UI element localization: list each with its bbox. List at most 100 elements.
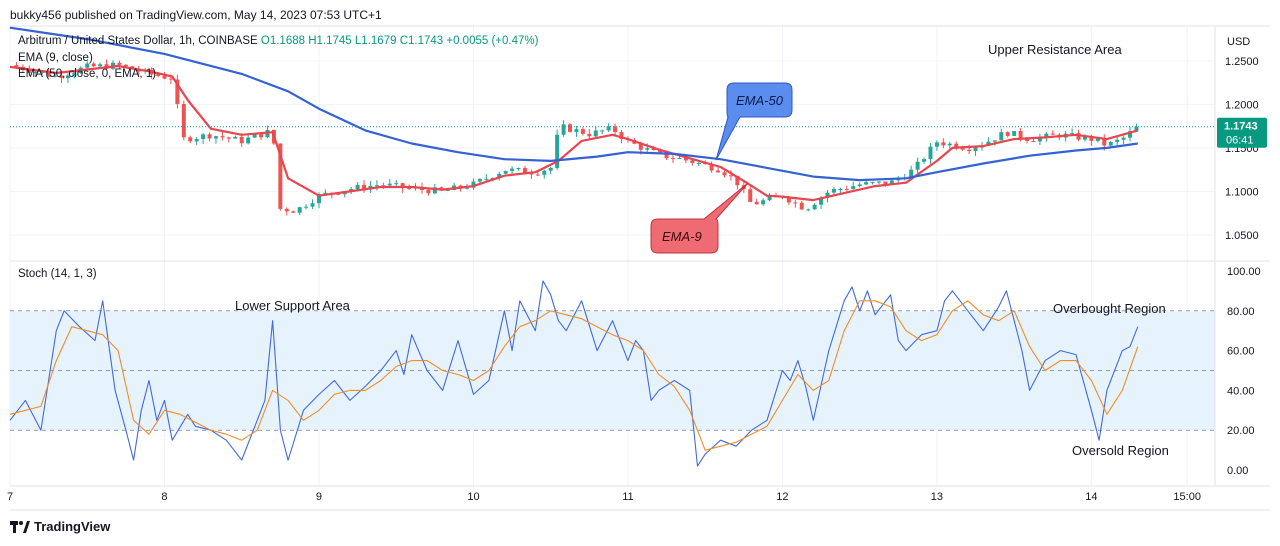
candle-body	[909, 169, 914, 179]
candle-body	[722, 172, 727, 176]
candle-body	[819, 197, 824, 205]
candle-body	[246, 137, 251, 144]
tradingview-brand: TradingView	[34, 519, 111, 534]
price-tick-label: 1.2000	[1225, 99, 1259, 111]
candle-body	[934, 142, 939, 147]
candle-body	[213, 136, 218, 139]
candle-body	[33, 72, 38, 74]
candle-body	[1082, 136, 1087, 140]
candle-body	[728, 175, 733, 177]
candle-body	[407, 187, 412, 189]
candle-body	[1037, 137, 1042, 142]
price-tick-label: 1.2500	[1225, 56, 1259, 68]
time-tick-label: 12	[776, 491, 788, 503]
ohlc-close: C1.1743	[399, 35, 444, 47]
candle-body	[709, 164, 714, 171]
overbought-label: Overbought Region	[1053, 301, 1166, 316]
candle-body	[14, 65, 19, 67]
candle-body	[65, 75, 70, 79]
candle-body	[522, 168, 527, 174]
candle-body	[825, 192, 830, 198]
candle-body	[355, 184, 360, 189]
ema9-callout: EMA-9	[650, 182, 749, 254]
candle-body	[220, 136, 225, 138]
time-tick-label: 10	[467, 491, 479, 503]
candle-body	[259, 134, 264, 138]
candle-body	[1089, 136, 1094, 141]
candle-body	[806, 209, 811, 211]
candle-body	[876, 181, 881, 183]
publish-header: bukky456 published on TradingView.com, M…	[10, 8, 382, 22]
candle-body	[484, 178, 489, 180]
candle-body	[1102, 138, 1107, 146]
candle-body	[316, 194, 321, 204]
candle-body	[593, 130, 598, 137]
candle-body	[194, 138, 199, 142]
candle-body	[1134, 126, 1139, 132]
candle-body	[568, 124, 573, 132]
candle-body	[542, 170, 547, 175]
candle-body	[1012, 131, 1017, 136]
price-tick-label: 1.1000	[1225, 186, 1259, 198]
candle-body	[1044, 133, 1049, 138]
candle-body	[207, 134, 212, 139]
candle-body	[986, 141, 991, 146]
candle-body	[387, 183, 392, 186]
price-tick-label: 1.0500	[1225, 230, 1259, 242]
candle-body	[831, 189, 836, 193]
candle-body	[671, 158, 676, 160]
candle-body	[812, 204, 817, 210]
candle-body	[59, 75, 64, 79]
lower-support-label: Lower Support Area	[235, 298, 351, 313]
candle-body	[941, 142, 946, 146]
tradingview-logo[interactable]: TradingView	[10, 519, 110, 534]
candle-body	[844, 189, 849, 191]
ohlc-low: L1.1679	[354, 35, 397, 47]
ema9-line	[9, 64, 1139, 202]
candle-body	[432, 187, 437, 194]
candle-body	[696, 162, 701, 164]
ema50-line	[9, 26, 1138, 182]
candle-body	[252, 134, 257, 138]
last-price-tag: 1.1743 06:41	[1217, 117, 1267, 148]
candle-body	[72, 73, 77, 76]
candle-body	[664, 152, 669, 159]
candle-body	[291, 211, 296, 213]
candle-body	[1025, 138, 1030, 142]
candle-body	[175, 79, 180, 104]
candle-body	[767, 196, 772, 201]
candle-body	[529, 173, 534, 175]
candle-body	[864, 182, 869, 185]
candle-body	[1031, 141, 1036, 143]
candle-body	[445, 190, 450, 192]
candle-body	[1115, 139, 1120, 142]
candle-body	[201, 134, 206, 139]
tradingview-logo-icon	[10, 520, 30, 533]
stoch-legend[interactable]: Stoch (14, 1, 3)	[18, 268, 97, 280]
candle-body	[754, 201, 759, 205]
candle-body	[619, 132, 624, 139]
candle-body	[606, 126, 611, 131]
ema9-legend[interactable]: EMA (9, close)	[18, 52, 93, 64]
candle-body	[85, 63, 90, 68]
currency-label: USD	[1227, 36, 1250, 48]
candle-body	[793, 202, 798, 204]
ema50-legend[interactable]: EMA (50, close, 0, EMA, 1)	[18, 68, 157, 80]
candle-body	[510, 168, 515, 171]
candle-body	[889, 180, 894, 185]
candle-body	[117, 62, 122, 65]
ohlc-high: H1.1745	[308, 35, 352, 47]
stoch-lines	[9, 280, 1139, 467]
ema50-callout-text: EMA-50	[736, 93, 784, 108]
candle-body	[278, 143, 283, 209]
candle-body	[426, 190, 431, 194]
candle-body	[374, 185, 379, 187]
candlesticks	[14, 59, 1139, 216]
candle-body	[761, 200, 766, 205]
candle-body	[683, 158, 688, 161]
candle-body	[645, 148, 650, 150]
candle-body	[1050, 133, 1055, 135]
stoch-k-line	[9, 280, 1139, 467]
candle-body	[735, 175, 740, 186]
